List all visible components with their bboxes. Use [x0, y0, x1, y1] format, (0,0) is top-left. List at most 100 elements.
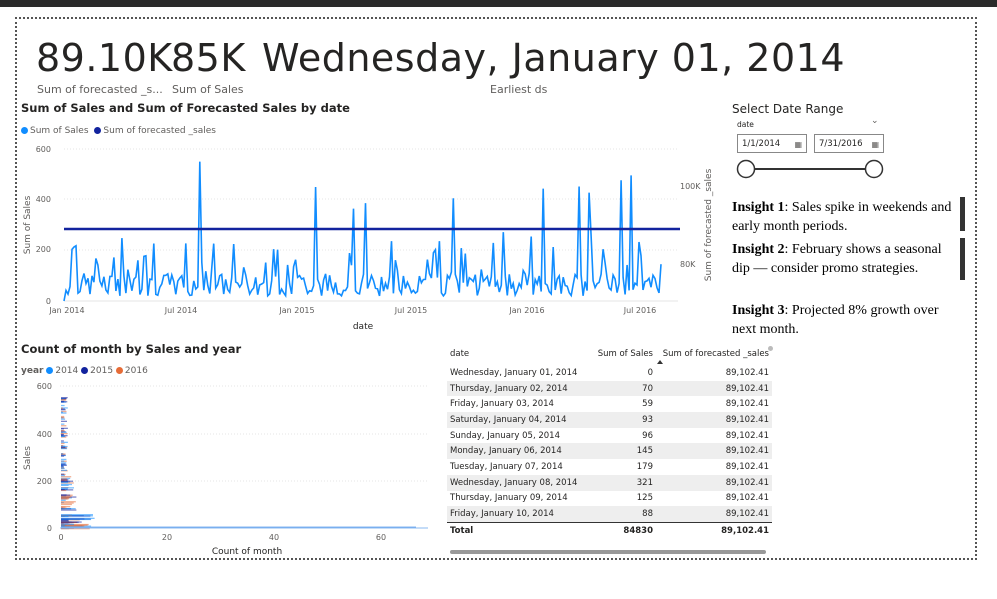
table-row[interactable]: Tuesday, January 07, 2014 179 89,102.41 [447, 459, 772, 475]
scatter-mark [61, 441, 68, 443]
scatter-mark [61, 446, 66, 448]
scatter-mark [61, 401, 68, 403]
table-row[interactable]: Monday, January 06, 2014 145 89,102.41 [447, 443, 772, 460]
date-range-slider[interactable] [736, 158, 886, 180]
cell-forecast: 89,102.41 [725, 461, 769, 472]
kpi-sales-label: Sum of Sales [172, 83, 244, 96]
table-row[interactable]: Sunday, January 05, 2014 96 89,102.41 [447, 428, 772, 444]
line-chart-ylabel: Sum of Sales [23, 195, 33, 254]
scatter-mark [61, 479, 67, 481]
scatter-chart-ylabel: Sales [23, 446, 33, 470]
scrollbar-thumb[interactable] [960, 197, 965, 231]
scatter-chart-title: Count of month by Sales and year [21, 342, 242, 356]
x-tick: Jul 2015 [394, 306, 428, 315]
scatter-mark [61, 501, 76, 503]
cell-sales: 145 [588, 443, 656, 460]
y-tick: 400 [37, 430, 52, 439]
cell-sales: 0 [647, 367, 653, 378]
cell-sales: 96 [642, 430, 653, 441]
scatter-mark [61, 433, 68, 435]
column-header-sales[interactable]: Sum of Sales [597, 349, 653, 359]
table-row[interactable]: Friday, January 10, 2014 88 89,102.41 [447, 506, 772, 523]
x-tick: 40 [269, 533, 279, 542]
table-row[interactable]: Thursday, January 09, 2014 125 89,102.41 [447, 491, 772, 507]
legend-item-2014[interactable]: 2014 [46, 366, 78, 376]
x-tick: Jan 2016 [508, 306, 544, 315]
legend-item-2015[interactable]: 2015 [81, 366, 113, 376]
cell-date: Tuesday, January 07, 2014 [450, 461, 563, 472]
scatter-mark [61, 397, 68, 399]
start-date-input[interactable]: 1/1/2014 ▦ [737, 134, 807, 153]
scatter-mark [61, 398, 65, 400]
scatter-mark [61, 442, 65, 445]
sort-ascending-icon[interactable] [657, 360, 663, 364]
scatter-mark [61, 435, 68, 437]
cell-date: Monday, January 06, 2014 [447, 443, 588, 460]
scatter-chart[interactable]: Sales 600 400 200 0 0 20 40 60 Count of … [18, 378, 438, 560]
table-header: date Sum of Sales Sum of forecasted _sal… [447, 343, 772, 365]
table-row[interactable]: Wednesday, January 01, 2014 0 89,102.41 [447, 365, 772, 381]
scatter-mark [61, 473, 65, 475]
table-row[interactable]: Saturday, January 04, 2014 93 89,102.41 [447, 412, 772, 428]
scatter-mark [61, 430, 65, 432]
slider-handle-end[interactable] [864, 159, 884, 179]
scatter-mark [61, 466, 64, 468]
cell-sales: 179 [636, 461, 653, 472]
sales-series [63, 161, 662, 302]
x-tick: 0 [58, 533, 63, 542]
table-horizontal-scrollbar[interactable] [450, 550, 766, 554]
scatter-mark [61, 483, 72, 486]
table-row[interactable]: Thursday, January 02, 2014 70 89,102.41 [447, 380, 772, 397]
table-row[interactable]: Wednesday, January 08, 2014 321 89,102.41 [447, 474, 772, 491]
line-chart-legend: Sum of Sales Sum of forecasted _sales [21, 126, 216, 136]
scatter-mark [61, 498, 69, 500]
legend-item-forecast[interactable]: Sum of forecasted _sales [94, 126, 216, 136]
legend-dot-icon [81, 367, 89, 374]
chevron-down-icon[interactable]: ⌄ [871, 116, 879, 126]
scrollbar-thumb[interactable] [960, 238, 965, 280]
scatter-mark [61, 469, 67, 471]
insight-1: Insight 1: Sales spike in weekends and e… [732, 198, 960, 236]
total-label: Total [447, 521, 588, 539]
end-date-input[interactable]: 7/31/2016 ▦ [814, 134, 884, 153]
scatter-mark [61, 524, 88, 526]
legend-item-2016[interactable]: 2016 [115, 366, 148, 376]
calendar-icon[interactable]: ▦ [794, 140, 802, 149]
cell-forecast: 89,102.41 [725, 399, 769, 410]
legend-item-sales[interactable]: Sum of Sales [21, 126, 89, 136]
scatter-mark [61, 464, 64, 466]
scatter-mark [61, 525, 85, 527]
scatter-mark [61, 489, 67, 492]
scatter-mark [61, 481, 69, 484]
data-table: date Sum of Sales Sum of forecasted _sal… [447, 343, 772, 539]
insight-text: : Projected 8% growth over next month. [732, 303, 939, 337]
insight-text: : Sales spike in weekends and early mont… [732, 200, 952, 234]
line-chart[interactable]: Sum of Sales 600 400 200 0 100K 80K Sum … [18, 140, 722, 332]
scatter-mark [61, 415, 65, 418]
slider-handle-start[interactable] [736, 159, 756, 179]
scatter-marks [61, 397, 416, 530]
column-header-forecast[interactable]: Sum of forecasted _sales [662, 349, 769, 359]
calendar-icon[interactable]: ▦ [871, 140, 879, 149]
total-sales: 84830 [588, 521, 656, 539]
column-header-date[interactable]: date [450, 349, 470, 359]
scatter-mark [61, 445, 66, 447]
scatter-mark [61, 509, 77, 511]
cell-forecast: 89,102.41 [725, 493, 769, 504]
scatter-mark [61, 495, 72, 498]
scatter-mark [61, 523, 75, 526]
y-tick: 600 [36, 145, 51, 154]
scatter-mark [61, 410, 67, 413]
scatter-mark [61, 476, 72, 478]
scatter-chart-legend: year 2014 2015 2016 [21, 366, 148, 376]
scatter-mark [61, 521, 82, 523]
cell-forecast: 89,102.41 [656, 506, 772, 523]
cell-sales: 125 [636, 493, 653, 504]
legend-label: Sum of forecasted _sales [103, 126, 216, 136]
scatter-mark [61, 420, 67, 422]
x-tick: 20 [162, 533, 172, 542]
scatter-mark [61, 480, 74, 482]
table-row[interactable]: Friday, January 03, 2014 59 89,102.41 [447, 396, 772, 412]
kpi-forecast-value: 89.10K [36, 36, 173, 80]
scatter-mark [61, 411, 63, 413]
